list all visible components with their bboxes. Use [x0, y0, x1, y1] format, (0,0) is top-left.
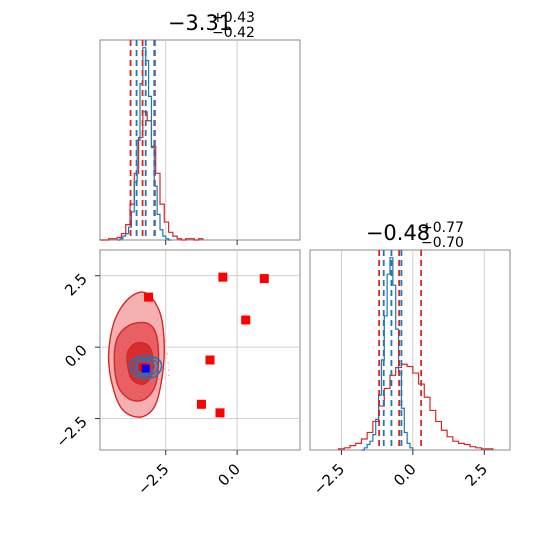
bl-ytick-label: 2.5	[61, 270, 91, 300]
red-square-marker	[218, 272, 228, 282]
red-square-marker	[259, 274, 269, 284]
panel-tl-grid	[165, 40, 238, 240]
panel-tl-title-sup: +0.43	[212, 10, 255, 26]
red-square-marker	[144, 292, 154, 302]
blue-contour-1	[132, 357, 159, 377]
bl-ytick-label: 0.0	[61, 341, 91, 371]
panel-br-title-sub: −0.70	[421, 235, 464, 251]
panel-bl-markers	[138, 272, 269, 418]
panel-br-frame	[309, 249, 511, 451]
panel-tl-quantile-lines	[129, 40, 156, 240]
panel-bl-contours	[107, 291, 165, 418]
panel-bl-blue-contours	[129, 355, 163, 380]
bl-ytick-label: −2.5	[52, 413, 90, 451]
histogram-series-1	[361, 257, 414, 451]
red-square-marker	[205, 355, 215, 365]
br-xtick-label: 0.0	[390, 460, 420, 490]
panel-tl-ticks	[165, 240, 238, 245]
red-square-marker	[196, 399, 206, 409]
panel-tl-title-value: −3.31	[168, 11, 232, 35]
histogram-series-1	[117, 47, 172, 241]
panel-br-grid	[340, 250, 485, 450]
bl-xtick-label: 0.0	[214, 460, 244, 490]
br-xtick-label: −2.5	[310, 460, 348, 498]
panel-br-quantile-lines	[378, 250, 423, 450]
sample-point	[167, 369, 170, 371]
br-xtick-label: 2.5	[462, 460, 492, 490]
histogram-series-0	[337, 363, 494, 450]
sample-point	[163, 367, 166, 370]
red-square-marker	[241, 315, 251, 325]
panel-br-title-value: −0.48	[366, 221, 430, 245]
joint-contour-plot: −2.5 0.0 −2.5 0.0 2.5	[52, 249, 301, 499]
blue-contour-2	[136, 359, 156, 375]
marginal-histogram-param-2: −2.5 0.0 2.5 −0.48 +0.77 −0.70	[309, 220, 511, 499]
marginal-histogram-param-1: −3.31 +0.43 −0.42	[99, 10, 301, 245]
panel-br-title: −0.48	[366, 221, 430, 245]
panel-tl-title: −3.31	[168, 11, 232, 35]
blue-contour-0	[129, 355, 163, 380]
panel-tl-series	[100, 47, 204, 241]
histogram-series-0	[100, 111, 204, 241]
sample-point	[167, 361, 170, 364]
sample-point	[166, 352, 169, 355]
blue-square-marker	[141, 364, 150, 373]
bl-xtick-label: −2.5	[134, 460, 172, 498]
panel-br-title-sup: +0.77	[421, 220, 464, 236]
sample-point	[167, 374, 170, 377]
panel-br-series	[337, 257, 494, 451]
panel-tl-frame	[99, 39, 301, 241]
red-square-marker	[215, 408, 225, 418]
panel-tl-title-sub: −0.42	[212, 25, 255, 41]
panel-br-ticks: −2.5 0.0 2.5	[310, 450, 491, 499]
sample-point	[164, 357, 167, 360]
